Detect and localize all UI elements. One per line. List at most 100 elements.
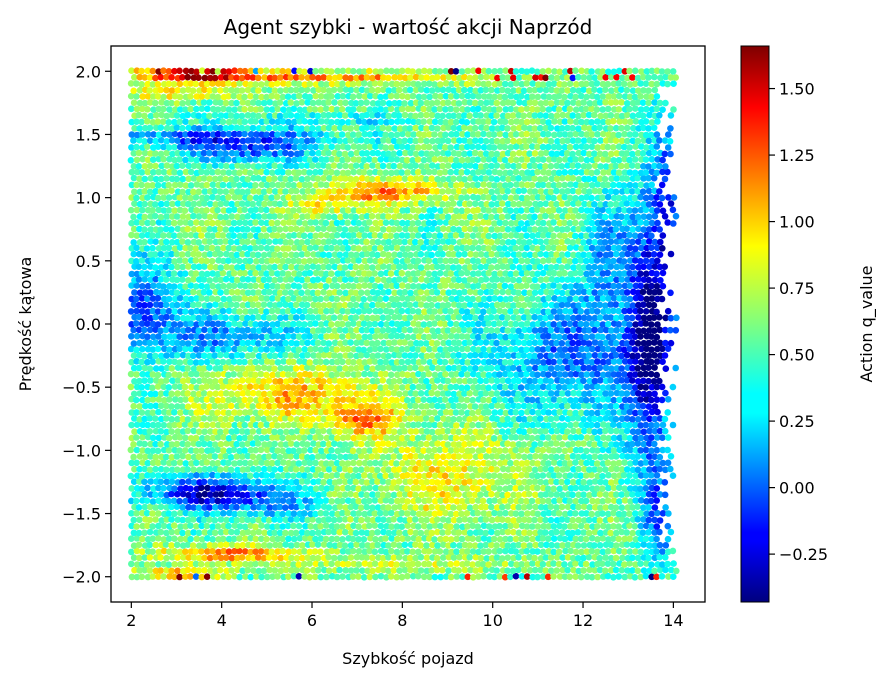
scatter-point <box>207 478 214 486</box>
scatter-point <box>497 295 504 303</box>
scatter-point <box>591 466 598 473</box>
scatter-point <box>190 339 198 346</box>
scatter-point <box>583 510 590 517</box>
scatter-point <box>271 452 278 460</box>
scatter-point <box>589 497 596 505</box>
scatter-point <box>352 301 360 309</box>
scatter-point <box>322 358 330 366</box>
scatter-point <box>276 491 284 498</box>
scatter-point <box>450 504 457 511</box>
scatter-point <box>382 548 390 556</box>
scatter-point <box>293 441 301 448</box>
scatter-point <box>662 542 670 549</box>
scatter-point <box>502 472 509 480</box>
scatter-point <box>669 472 677 480</box>
scatter-point <box>651 403 659 410</box>
scatter-point <box>353 428 361 435</box>
scatter-point <box>182 408 190 416</box>
scatter-point <box>174 516 182 523</box>
scatter-point <box>217 415 225 423</box>
scatter-point <box>469 561 476 568</box>
scatter-point <box>231 345 238 353</box>
scatter-point <box>282 452 290 460</box>
scatter-point <box>345 523 352 530</box>
scatter-point <box>521 453 528 461</box>
scatter-point <box>284 332 292 340</box>
scatter-point <box>561 384 568 391</box>
scatter-point <box>206 302 213 309</box>
scatter-point <box>261 490 268 498</box>
scatter-point <box>176 497 183 505</box>
scatter-point <box>203 471 210 479</box>
scatter-point <box>312 384 319 391</box>
scatter-point <box>317 548 324 556</box>
scatter-point <box>323 384 330 391</box>
scatter-point <box>342 415 350 423</box>
scatter-point <box>512 308 520 316</box>
scatter-point <box>323 460 330 467</box>
scatter-point <box>450 339 458 347</box>
scatter-point <box>610 396 618 404</box>
scatter-point <box>433 566 441 574</box>
scatter-point <box>304 276 311 283</box>
scatter-point <box>352 478 360 486</box>
scatter-point <box>607 377 614 384</box>
scatter-point <box>477 377 484 385</box>
scatter-point <box>290 333 298 340</box>
scatter-point <box>385 453 392 461</box>
scatter-point <box>651 352 658 359</box>
scatter-point <box>179 529 186 537</box>
scatter-point <box>404 548 411 555</box>
scatter-point <box>401 339 409 346</box>
scatter-point <box>214 371 222 378</box>
scatter-point <box>623 427 631 435</box>
scatter-point <box>618 365 625 372</box>
scatter-point <box>244 466 252 473</box>
scatter-point <box>352 466 360 474</box>
scatter-point <box>555 446 563 454</box>
scatter-point <box>318 460 325 467</box>
scatter-point <box>439 490 447 498</box>
scatter-point <box>583 371 591 378</box>
scatter-point <box>282 289 289 296</box>
scatter-point <box>477 339 484 346</box>
scatter-point <box>307 510 315 518</box>
scatter-point <box>239 390 247 397</box>
scatter-point <box>357 352 365 359</box>
scatter-point <box>290 497 297 504</box>
scatter-point <box>139 345 146 353</box>
scatter-point <box>516 516 523 524</box>
scatter-point <box>529 446 536 454</box>
scatter-point <box>445 416 452 423</box>
scatter-point <box>523 433 531 441</box>
scatter-point <box>599 548 607 556</box>
scatter-point <box>550 421 558 429</box>
scatter-point <box>491 409 499 416</box>
scatter-point <box>436 460 444 467</box>
scatter-point <box>575 428 583 435</box>
scatter-point <box>209 371 217 379</box>
scatter-point <box>295 333 303 341</box>
scatter-point <box>418 516 425 524</box>
scatter-point <box>569 377 576 385</box>
scatter-point <box>200 340 208 347</box>
scatter-point <box>532 541 539 549</box>
scatter-point <box>219 535 227 543</box>
scatter-point <box>222 377 230 385</box>
scatter-point <box>417 452 425 460</box>
scatter-point <box>477 529 484 536</box>
scatter-point <box>187 447 195 454</box>
scatter-point <box>182 548 189 555</box>
scatter-point <box>507 397 515 404</box>
scatter-point <box>401 352 409 359</box>
scatter-point <box>284 345 292 353</box>
scatter-point <box>247 434 254 442</box>
scatter-point <box>176 383 184 391</box>
scatter-point <box>434 276 441 283</box>
scatter-point <box>347 352 354 359</box>
scatter-point <box>575 414 582 422</box>
scatter-point <box>461 427 468 435</box>
scatter-point <box>629 541 636 549</box>
scatter-point <box>136 554 143 562</box>
scatter-point <box>257 346 265 353</box>
